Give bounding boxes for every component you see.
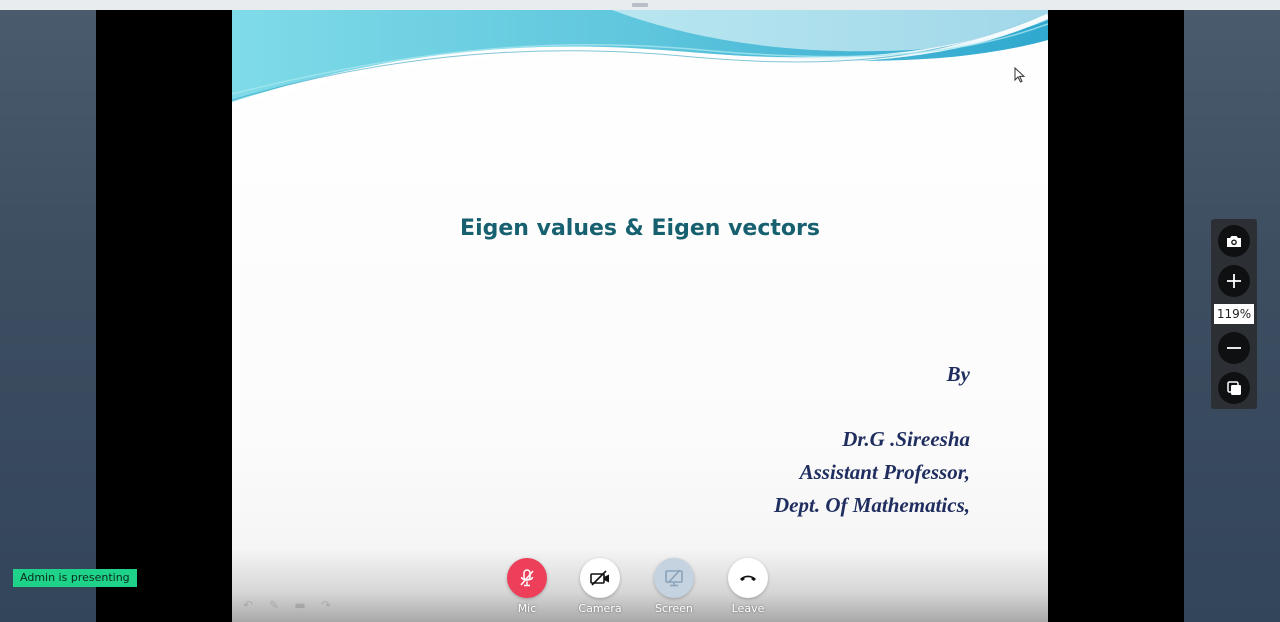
screen-control[interactable]: Screen (644, 558, 704, 615)
controls-backdrop (232, 548, 1048, 622)
author-dept: Dept. Of Mathematics, (774, 493, 970, 517)
mouse-cursor-icon (1014, 67, 1026, 83)
undo-icon[interactable]: ↶ (242, 598, 254, 612)
drag-grip[interactable] (632, 3, 648, 7)
zoom-in-button[interactable] (1218, 265, 1250, 297)
slide-wave-decoration (232, 10, 1048, 109)
eraser-icon[interactable]: ▬ (294, 598, 306, 612)
camera-snapshot-icon (1227, 236, 1241, 247)
plus-icon (1227, 274, 1241, 288)
zoom-out-button[interactable] (1218, 332, 1250, 364)
minus-icon (1227, 347, 1241, 349)
mic-off-icon (520, 569, 534, 587)
hang-up-phone-icon (740, 575, 756, 581)
camera-label: Camera (578, 602, 622, 615)
left-background-panel (0, 10, 96, 622)
pen-icon[interactable]: ✎ (268, 598, 280, 612)
zoom-level: 119% (1214, 304, 1254, 324)
screen-label: Screen (655, 602, 693, 615)
annotation-toolbar: ↶ ✎ ▬ ↷ (240, 598, 334, 614)
screen-share-button[interactable] (654, 558, 694, 598)
by-line: By (946, 362, 970, 386)
slide-title: Eigen values & Eigen vectors (460, 216, 820, 241)
redo-icon[interactable]: ↷ (320, 598, 332, 612)
author-name: Dr.G .Sireesha (842, 427, 970, 451)
presenting-status-badge: Admin is presenting (13, 569, 137, 587)
copy-icon (1227, 381, 1241, 395)
camera-off-icon (590, 570, 609, 586)
zoom-panel: 119% (1211, 219, 1257, 409)
shared-slide: Eigen values & Eigen vectors By Dr.G .Si… (232, 10, 1048, 622)
screen-share-off-icon (665, 569, 683, 587)
leave-control[interactable]: Leave (718, 558, 778, 615)
mic-label: Mic (517, 602, 537, 615)
leave-label: Leave (731, 602, 765, 615)
camera-control[interactable]: Camera (570, 558, 630, 615)
fit-window-button[interactable] (1218, 372, 1250, 404)
camera-button[interactable] (580, 558, 620, 598)
mic-control[interactable]: Mic (497, 558, 557, 615)
snapshot-button[interactable] (1218, 225, 1250, 257)
author-role: Assistant Professor, (799, 460, 970, 484)
mic-button[interactable] (507, 558, 547, 598)
leave-button[interactable] (728, 558, 768, 598)
